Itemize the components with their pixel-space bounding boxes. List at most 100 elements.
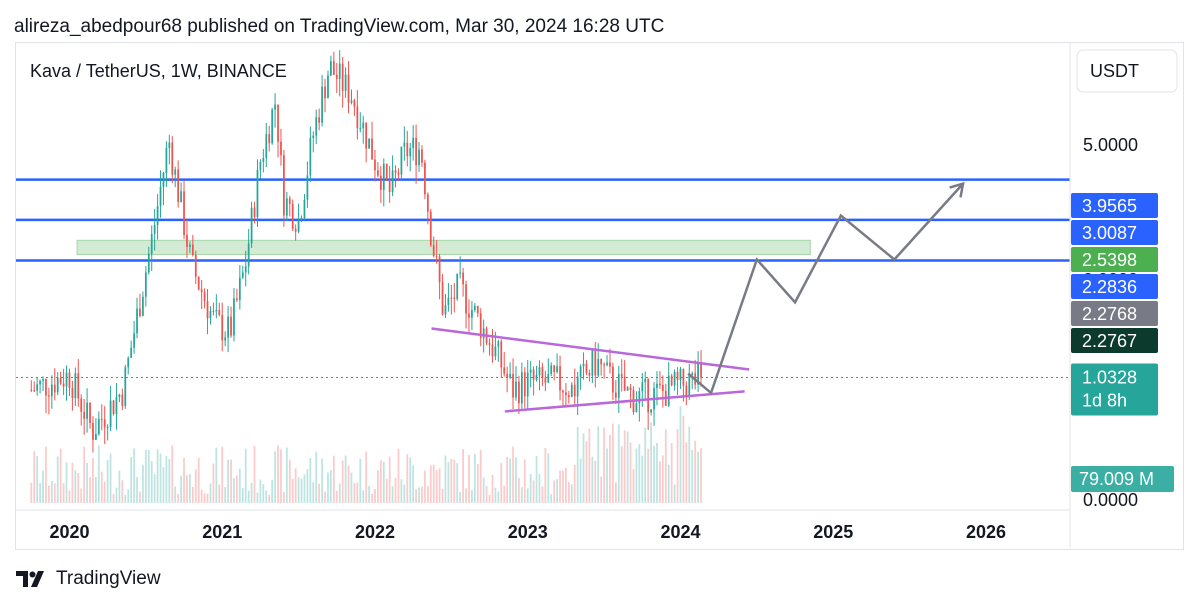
candle-body-195[interactable] (603, 364, 605, 366)
candle-body-150[interactable] (471, 310, 473, 318)
candle-body-102[interactable] (330, 61, 332, 76)
candle-body-21[interactable] (92, 422, 94, 440)
candle-body-176[interactable] (547, 373, 550, 383)
candle-body-118[interactable] (377, 170, 379, 176)
candle-body-35[interactable] (133, 333, 135, 348)
candle-body-153[interactable] (479, 313, 482, 339)
candle-body-101[interactable] (327, 75, 329, 99)
candle-body-197[interactable] (609, 362, 611, 367)
candle-body-51[interactable] (180, 191, 182, 202)
candle-body-210[interactable] (647, 378, 650, 413)
candle-body-57[interactable] (197, 276, 200, 290)
candle-body-98[interactable] (318, 117, 321, 123)
candle-body-80[interactable] (265, 134, 268, 159)
candle-body-206[interactable] (635, 403, 638, 413)
candle-body-215[interactable] (661, 384, 664, 392)
candle-body-75[interactable] (250, 207, 253, 244)
candle-body-140[interactable] (441, 282, 444, 315)
candle-body-190[interactable] (588, 373, 591, 376)
candle-body-181[interactable] (562, 390, 564, 393)
candle-body-110[interactable] (353, 100, 356, 107)
candle-body-128[interactable] (406, 142, 409, 157)
candle-body-88[interactable] (288, 198, 291, 204)
candle-body-160[interactable] (500, 341, 503, 368)
candle-body-96[interactable] (312, 135, 315, 138)
candle-body-158[interactable] (494, 346, 497, 357)
candle-body-161[interactable] (503, 367, 506, 374)
candle-body-12[interactable] (65, 372, 68, 387)
candle-body-78[interactable] (259, 161, 262, 170)
candle-body-61[interactable] (209, 311, 212, 319)
candle-body-142[interactable] (447, 297, 450, 306)
candle-body-31[interactable] (121, 394, 124, 406)
candle-body-14[interactable] (71, 387, 74, 399)
candle-body-67[interactable] (227, 316, 229, 338)
candle-body-112[interactable] (359, 128, 362, 130)
candle-body-218[interactable] (670, 375, 673, 386)
candle-body-72[interactable] (241, 272, 244, 278)
candle-body-4[interactable] (42, 379, 44, 381)
candle-body-126[interactable] (400, 146, 403, 175)
candle-body-6[interactable] (48, 395, 50, 397)
candle-body-86[interactable] (283, 155, 285, 216)
candle-body-13[interactable] (68, 372, 71, 388)
candle-body-213[interactable] (656, 383, 658, 389)
candle-body-141[interactable] (444, 305, 447, 315)
candle-body-30[interactable] (118, 394, 121, 398)
candle-body-108[interactable] (347, 74, 350, 103)
candle-body-69[interactable] (233, 298, 235, 336)
candle-body-196[interactable] (606, 362, 608, 366)
candle-body-188[interactable] (582, 363, 585, 367)
candle-body-131[interactable] (415, 137, 417, 166)
candle-body-222[interactable] (682, 368, 685, 386)
candle-body-167[interactable] (520, 372, 523, 404)
candle-body-92[interactable] (300, 217, 303, 220)
candle-body-43[interactable] (156, 206, 159, 225)
candle-body-56[interactable] (194, 255, 197, 277)
candle-body-64[interactable] (218, 309, 221, 315)
candle-body-100[interactable] (324, 86, 326, 99)
candle-body-121[interactable] (385, 163, 388, 179)
candle-body-165[interactable] (515, 381, 517, 398)
candle-body-49[interactable] (174, 169, 177, 175)
candle-body-203[interactable] (626, 387, 629, 391)
candle-body-77[interactable] (256, 169, 259, 218)
candle-body-20[interactable] (89, 402, 91, 423)
candle-body-90[interactable] (294, 228, 297, 232)
candle-body-225[interactable] (691, 373, 694, 375)
candle-body-60[interactable] (206, 301, 209, 319)
candle-body-152[interactable] (476, 305, 479, 314)
candle-body-194[interactable] (600, 358, 603, 365)
candle-body-38[interactable] (142, 296, 144, 316)
candle-body-18[interactable] (83, 411, 86, 419)
candle-body-83[interactable] (274, 104, 276, 110)
candle-body-104[interactable] (335, 74, 338, 79)
candle-body-223[interactable] (685, 385, 688, 396)
candle-body-163[interactable] (509, 374, 511, 378)
candle-body-65[interactable] (221, 314, 224, 341)
candle-body-74[interactable] (247, 243, 250, 267)
candle-body-184[interactable] (570, 384, 573, 397)
candle-body-114[interactable] (365, 122, 368, 149)
candle-body-71[interactable] (238, 277, 241, 300)
candle-body-217[interactable] (667, 375, 670, 406)
candle-body-139[interactable] (438, 256, 441, 283)
candle-body-109[interactable] (350, 100, 353, 103)
candle-body-120[interactable] (382, 163, 385, 190)
candle-body-209[interactable] (644, 378, 647, 383)
candle-body-39[interactable] (144, 272, 147, 297)
candle-body-33[interactable] (127, 357, 130, 368)
candle-body-228[interactable] (700, 364, 702, 378)
candle-body-182[interactable] (565, 392, 567, 396)
trendline-1[interactable] (431, 327, 750, 371)
candle-body-130[interactable] (412, 137, 415, 149)
candle-body-53[interactable] (186, 234, 188, 247)
candle-body-137[interactable] (432, 245, 435, 257)
candle-body-111[interactable] (356, 106, 359, 129)
candle-body-8[interactable] (53, 384, 56, 393)
candle-body-159[interactable] (497, 341, 500, 347)
candle-body-168[interactable] (523, 372, 526, 397)
candle-body-37[interactable] (139, 308, 141, 316)
candle-body-204[interactable] (629, 387, 632, 391)
